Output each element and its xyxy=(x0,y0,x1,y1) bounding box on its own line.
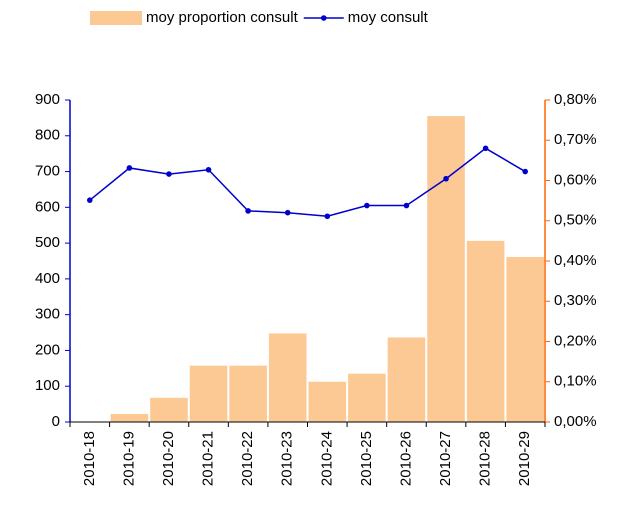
y-tick-label: 200 xyxy=(35,341,60,358)
x-tick-label: 2010-27 xyxy=(437,431,454,486)
y2-tick-label: 0,70% xyxy=(554,131,597,148)
legend-label: moy consult xyxy=(348,9,429,26)
bar xyxy=(348,373,386,422)
y-tick-label: 900 xyxy=(35,91,60,108)
line-marker xyxy=(166,171,172,177)
x-tick-label: 2010-28 xyxy=(477,431,494,486)
line-marker xyxy=(284,209,291,216)
bar xyxy=(229,365,267,422)
y2-tick-label: 0,30% xyxy=(554,292,597,309)
y2-tick-label: 0,50% xyxy=(554,212,597,229)
bar xyxy=(110,413,149,422)
x-tick-label: 2010-26 xyxy=(397,431,414,486)
line-marker xyxy=(443,175,449,182)
x-tick-label: 2010-24 xyxy=(318,431,335,486)
y-tick-label: 800 xyxy=(35,127,60,144)
line-marker xyxy=(86,197,93,203)
line-marker xyxy=(403,202,410,209)
line xyxy=(89,147,526,218)
y-tick-label: 500 xyxy=(35,234,60,251)
legend-swatch xyxy=(90,11,142,25)
bar xyxy=(308,381,347,422)
y2-tick-label: 0,40% xyxy=(554,252,597,269)
y2-tick-label: 0,60% xyxy=(554,171,597,188)
x-tick-label: 2010-23 xyxy=(279,431,296,486)
y-tick-label: 600 xyxy=(35,198,60,215)
x-tick-label: 2010-18 xyxy=(81,431,98,486)
y2-tick-label: 0,20% xyxy=(554,332,597,349)
x-tick-label: 2010-20 xyxy=(160,431,177,486)
bar xyxy=(150,397,188,422)
y-tick-label: 100 xyxy=(35,377,60,394)
y-tick-label: 700 xyxy=(35,163,60,180)
bar xyxy=(387,337,426,422)
line-marker xyxy=(126,165,133,171)
line-marker xyxy=(245,208,251,214)
legend-swatch xyxy=(320,15,327,21)
y-tick-label: 300 xyxy=(35,306,60,323)
bar xyxy=(268,333,307,422)
bar xyxy=(427,116,465,422)
line-marker xyxy=(522,168,529,175)
x-tick-label: 2010-19 xyxy=(120,431,137,486)
line-marker xyxy=(324,213,331,220)
bar xyxy=(466,240,505,422)
x-tick-label: 2010-22 xyxy=(239,431,256,486)
y2-tick-label: 0,00% xyxy=(554,413,597,430)
x-tick-label: 2010-25 xyxy=(358,431,375,486)
x-tick-label: 2010-21 xyxy=(200,431,217,486)
y2-tick-label: 0,80% xyxy=(554,91,597,108)
y-tick-label: 400 xyxy=(35,270,60,287)
legend-label: moy proportion consult xyxy=(146,9,299,26)
line-marker xyxy=(364,202,370,209)
bar xyxy=(506,256,544,422)
line-marker xyxy=(205,166,212,173)
bar xyxy=(189,365,228,422)
line-marker xyxy=(482,145,489,152)
y2-tick-label: 0,10% xyxy=(554,373,597,390)
y-tick-label: 0 xyxy=(52,413,60,430)
x-tick-label: 2010-29 xyxy=(516,431,533,486)
